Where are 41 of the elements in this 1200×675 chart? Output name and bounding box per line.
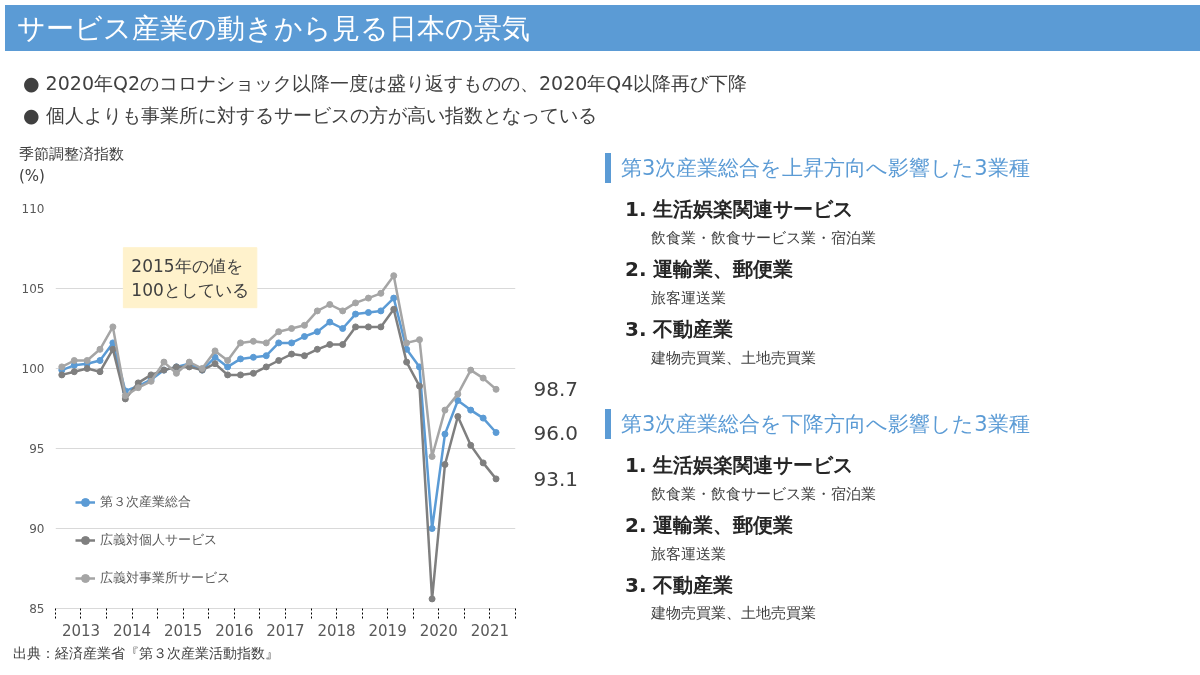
legend-label: 広義対個人サービス xyxy=(100,531,217,549)
y-tick-label: 100 xyxy=(21,362,45,376)
text: 飲食業・飲食サービス業・宿泊業 xyxy=(651,227,877,249)
x-tick-label: 2015 xyxy=(164,621,203,640)
x-tick-label: 2019 xyxy=(368,621,407,640)
text: ● 個人よりも事業所に対するサービスの方が高い指数となっている xyxy=(23,104,597,126)
data-label: 96.0 xyxy=(533,420,579,445)
y-tick-label: 95 xyxy=(29,442,45,456)
text: 1. 生活娯楽関連サービス xyxy=(625,451,855,479)
x-tick-label: 2021 xyxy=(470,621,509,640)
y-tick-label: 85 xyxy=(29,602,45,616)
text: 旅客運送業 xyxy=(651,543,727,565)
legend-label: 広義対事業所サービス xyxy=(100,569,230,587)
data-label: 98.7 xyxy=(533,377,579,402)
source-note: 出典：経済産業省『第３次産業活動指数』 xyxy=(13,644,279,663)
text: 第3次産業総合を上昇方向へ影響した3業種 xyxy=(605,153,1030,183)
x-tick-label: 2017 xyxy=(266,621,305,640)
annotation: 2015年の値を 100としている xyxy=(131,255,249,300)
y-tick-label: 90 xyxy=(29,522,45,536)
text: 旅客運送業 xyxy=(651,287,727,309)
y-tick-label: 105 xyxy=(21,282,45,296)
text: 3. 不動産業 xyxy=(625,571,735,599)
x-tick-label: 2014 xyxy=(112,621,152,640)
text: 飲食業・飲食サービス業・宿泊業 xyxy=(651,483,877,505)
x-tick-label: 2020 xyxy=(419,621,458,640)
text: ● 2020年Q2のコロナショック以降一度は盛り返すものの、2020年Q4以降再び下降 xyxy=(23,72,748,94)
x-tick-label: 2018 xyxy=(317,621,356,640)
x-tick-label: 2016 xyxy=(215,621,254,640)
text: 2. 運輸業、郵便業 xyxy=(625,256,795,283)
text: 2. 運輸業、郵便業 xyxy=(625,511,795,539)
x-tick-label: 2013 xyxy=(61,621,101,640)
text: 建物売買業、土地売買業 xyxy=(651,603,817,625)
legend-label: 第３次産業総合 xyxy=(100,493,191,511)
text: 建物売買業、土地売買業 xyxy=(651,347,817,369)
data-label: 93.1 xyxy=(533,466,579,491)
y-axis-title: 季節調整済指数 (%) xyxy=(19,144,124,187)
text: 1. 生活娯楽関連サービス xyxy=(625,196,855,223)
chart-title: サービス産業の動きから見る日本の景気 xyxy=(17,11,530,47)
y-tick-label: 110 xyxy=(21,202,45,216)
text: 3. 不動産業 xyxy=(625,315,735,343)
text: 第3次産業総合を下降方向へ影響した3業種 xyxy=(605,408,1030,439)
